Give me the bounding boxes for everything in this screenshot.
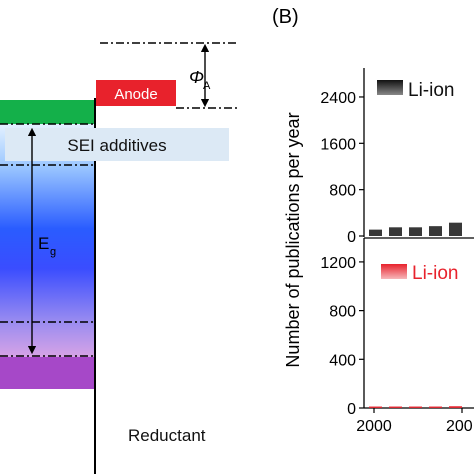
lower-bar	[369, 406, 382, 408]
electrolyte-window	[0, 124, 94, 357]
upper-bar	[369, 229, 382, 236]
upper-bar	[429, 226, 442, 236]
lower-panel: 0 400 800 1200 Li-ion	[320, 238, 474, 418]
panel-b-label: (B)	[272, 6, 299, 28]
lower-legend-label: Li-ion	[412, 263, 458, 284]
upper-legend-label: Li-ion	[408, 80, 454, 101]
lower-legend-swatch	[381, 264, 407, 279]
upper-y-tick-label: 2400	[320, 90, 356, 107]
x-tick-label-2000: 2000	[356, 418, 392, 435]
upper-bar	[449, 222, 462, 236]
homo-band	[0, 357, 94, 389]
upper-y-tick-label: 800	[329, 183, 356, 200]
lower-bar	[409, 406, 422, 408]
upper-panel: 0 800 1600 2400 Li-ion	[320, 68, 462, 246]
publications-chart: Number of publications per year 0 800 1600…	[283, 68, 474, 435]
sei-additives-box	[5, 128, 229, 161]
upper-bar	[389, 227, 402, 236]
x-tick-label-2005: 200	[446, 418, 473, 435]
lower-bar	[429, 406, 442, 408]
eg-symbol: E	[38, 234, 49, 253]
eg-subscript: g	[50, 246, 56, 258]
lower-y-tick-label: 800	[329, 304, 356, 321]
upper-legend-swatch	[377, 80, 403, 95]
y-axis-title: Number of publications per year	[283, 112, 303, 367]
lumo-band	[0, 100, 94, 124]
lower-y-tick-label: 0	[347, 401, 356, 418]
lower-y-tick-label: 400	[329, 352, 356, 369]
reductant-label: Reductant	[128, 426, 206, 445]
phi-symbol: Φ	[189, 67, 204, 87]
upper-bar	[409, 227, 422, 236]
upper-y-tick-label: 1600	[320, 136, 356, 153]
phi-subscript: A	[203, 80, 211, 92]
upper-y-tick-label: 0	[347, 229, 356, 246]
anode-label: Anode	[114, 86, 157, 103]
sei-additives-label: SEI additives	[67, 136, 166, 155]
lower-y-tick-label: 1200	[320, 255, 356, 272]
energy-diagram: SEI additives Anode Φ A E g Reductant	[0, 42, 238, 474]
lower-bar	[449, 406, 462, 408]
lower-bar	[389, 406, 402, 408]
anode-box	[96, 80, 176, 106]
